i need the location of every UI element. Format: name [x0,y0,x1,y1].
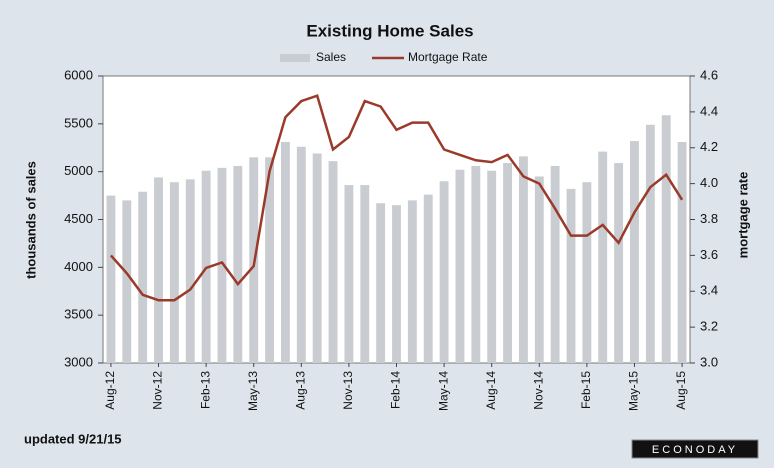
bar [265,157,275,363]
y2-tick-label: 3.0 [700,354,718,369]
x-tick-label: Aug-12 [103,371,117,410]
bar [550,165,560,363]
bar [423,194,433,363]
y-axis-label: thousands of sales [23,161,38,279]
footnote: updated 9/21/15 [24,431,122,446]
y2-tick-label: 4.4 [700,103,718,118]
y-tick-label: 4000 [64,259,93,274]
x-tick-label: May-15 [627,371,641,411]
y2-tick-label: 4.2 [700,139,718,154]
x-tick-label: May-14 [436,371,450,411]
y2-axis-label: mortgage rate [735,172,750,259]
x-tick-label: Nov-14 [531,371,545,410]
x-tick-label: May-13 [246,371,260,411]
bar [154,177,163,363]
x-tick-label: Feb-14 [389,371,403,409]
bar [328,161,338,363]
bar [677,142,687,363]
x-tick-label: Aug-14 [484,371,498,410]
y-tick-label: 5000 [64,163,93,178]
y2-tick-label: 3.6 [700,247,718,262]
bar [630,141,639,363]
bar [471,165,481,363]
bar [566,188,576,363]
bar [344,185,354,363]
bar [455,169,465,363]
chart-title: Existing Home Sales [306,21,473,40]
bar [233,165,243,363]
bar [169,182,179,363]
y-tick-label: 3500 [64,307,93,322]
y2-tick-label: 4.0 [700,175,718,190]
x-tick-label: Feb-15 [579,371,593,409]
x-tick-label: Aug-15 [674,371,688,410]
y-tick-label: 4500 [64,211,93,226]
y-tick-label: 5500 [64,115,93,130]
bar [217,167,227,363]
bar [281,142,290,363]
x-tick-label: Nov-12 [151,371,165,410]
x-tick-label: Feb-13 [198,371,212,409]
bar [645,124,655,363]
bar [598,151,608,363]
bar [534,176,544,363]
y2-tick-label: 3.4 [700,283,718,298]
bar [376,203,386,363]
legend-swatch [280,54,310,62]
bar [407,200,417,363]
legend-label: Mortgage Rate [408,50,488,64]
bar [582,182,592,363]
bar [518,156,528,363]
bar [360,185,370,363]
bar [296,146,306,363]
bar [392,205,401,363]
line [109,94,684,302]
bar [138,191,148,363]
x-tick-label: Nov-13 [341,371,355,410]
bar [312,153,322,363]
bar [122,200,132,363]
y-tick-label: 3000 [64,354,93,369]
logo-box [631,439,759,459]
bar [661,115,671,364]
logo: ECONODAY [652,444,738,456]
bar [106,195,116,363]
bar [614,163,624,363]
bar [487,170,497,363]
y-tick-label: 6000 [64,67,93,82]
y2-tick-label: 3.8 [700,211,718,226]
bar [185,179,195,363]
x-tick-label: Aug-13 [293,371,307,410]
bar [439,181,449,363]
bar [503,163,512,363]
y2-tick-label: 4.6 [700,67,718,82]
legend-label: Sales [316,50,346,64]
y2-tick-label: 3.2 [700,319,718,334]
